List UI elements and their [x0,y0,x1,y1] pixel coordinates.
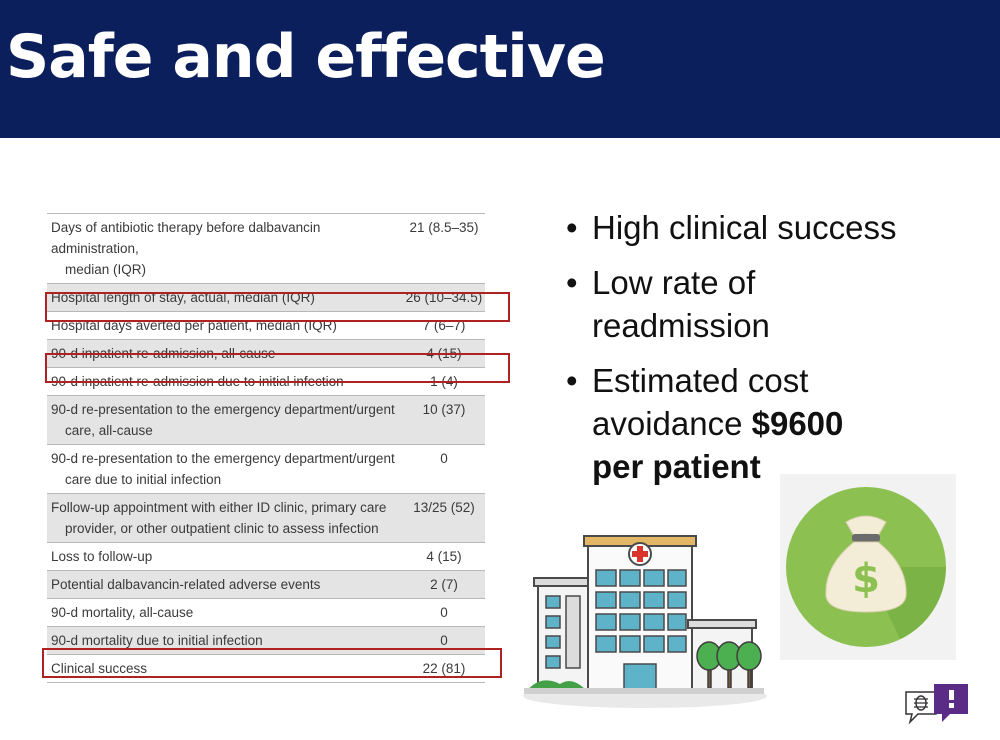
results-table: Days of antibiotic therapy before dalbav… [47,213,485,683]
row-value: 22 (81) [422,661,466,676]
row-label: Follow-up appointment with either ID cli… [51,500,387,536]
table-row: Hospital days averted per patient, media… [47,312,485,340]
row-label: Hospital days averted per patient, media… [51,318,337,333]
chat-bug-icon[interactable] [902,682,972,728]
table-row: Hospital length of stay, actual, median … [47,284,485,312]
row-value: 0 [440,451,448,466]
slide-title: Safe and effective [6,22,606,92]
table-row: 90-d inpatient re-admission due to initi… [47,368,485,396]
row-value: 10 (37) [422,402,466,417]
row-value: 7 (6–7) [422,318,466,333]
table-row: 90-d mortality due to initial infection … [47,627,485,655]
row-label: Loss to follow-up [51,549,153,564]
row-value: 0 [440,633,448,648]
row-value: 4 (15) [426,549,462,564]
row-label: Potential dalbavancin-related adverse ev… [51,577,321,592]
cost-amount: $9600 [751,405,844,442]
bullet-cost-avoidance: • Estimated cost avoidance $9600 per pat… [566,362,844,485]
hospital-illustration [520,528,770,708]
table-row: Potential dalbavancin-related adverse ev… [47,571,485,599]
money-bag-icon: $ [780,474,956,660]
row-label: Days of antibiotic therapy before dalbav… [51,220,321,277]
title-bar: Safe and effective [0,0,1000,138]
row-label: 90-d inpatient re-admission due to initi… [51,374,344,389]
row-label: 90-d re-presentation to the emergency de… [51,402,395,438]
row-label: 90-d mortality due to initial infection [51,633,263,648]
bullet-clinical-success: • High clinical success [566,209,897,246]
table-row: 90-d mortality, all-cause 0 [47,599,485,627]
key-points-list: • High clinical success • Low rate of re… [566,206,986,500]
row-value: 1 (4) [430,374,458,389]
bullet-readmission: • Low rate of readmission [566,264,770,344]
cost-unit: per patient [592,448,761,485]
row-label: 90-d re-presentation to the emergency de… [51,451,395,487]
row-value: 4 (15) [426,346,462,361]
row-value: 21 (8.5–35) [409,220,479,235]
table-row: Loss to follow-up 4 (15) [47,543,485,571]
row-value: 13/25 (52) [413,500,475,515]
table-row: 90-d inpatient re-admission, all-cause 4… [47,340,485,368]
row-label: 90-d inpatient re-admission, all-cause [51,346,276,361]
row-label: Clinical success [51,661,148,676]
row-value: 26 (10–34.5) [405,290,483,305]
table-row: Follow-up appointment with either ID cli… [47,494,485,543]
row-label: Hospital length of stay, actual, median … [51,290,315,305]
row-value: 2 (7) [430,577,458,592]
row-label: 90-d mortality, all-cause [51,605,194,620]
svg-text:$: $ [852,556,880,602]
table-row: 90-d re-presentation to the emergency de… [47,396,485,445]
table-row: 90-d re-presentation to the emergency de… [47,445,485,494]
table-row: Clinical success 22 (81) [47,655,485,683]
row-value: 0 [440,605,448,620]
table-row: Days of antibiotic therapy before dalbav… [47,213,485,284]
